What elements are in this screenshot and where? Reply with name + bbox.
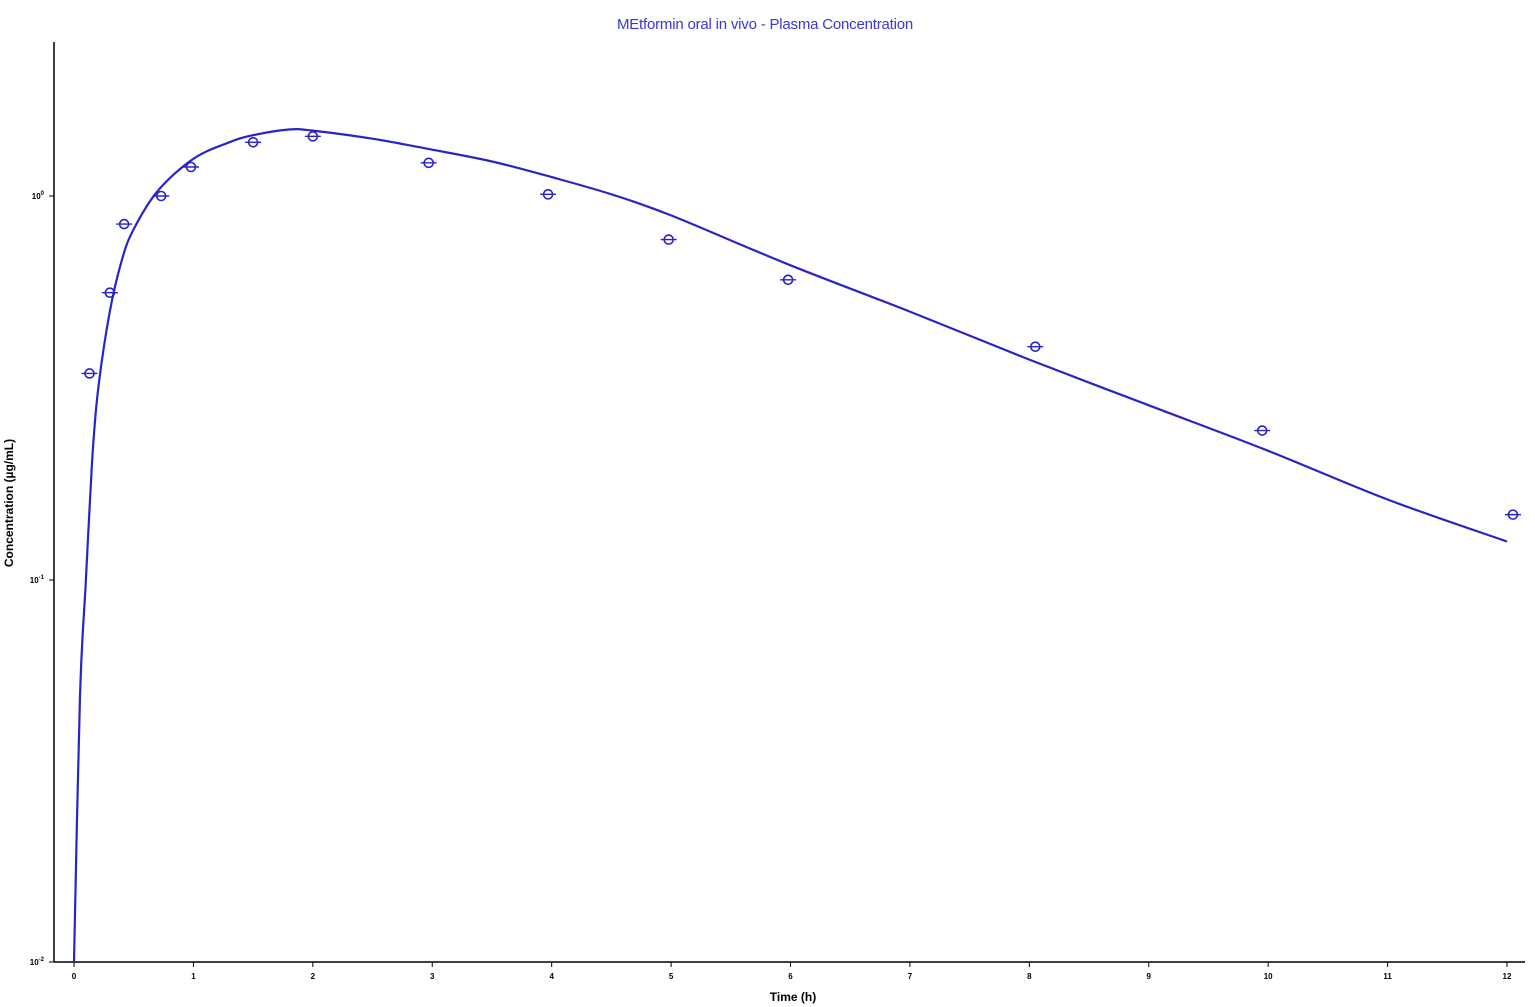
data-point xyxy=(81,368,98,379)
data-point xyxy=(245,136,262,148)
data-point-marker xyxy=(1507,509,1519,520)
data-point xyxy=(1027,341,1044,353)
data-point-marker xyxy=(542,189,554,200)
model-fit-curve xyxy=(72,128,1508,963)
x-tick-label: 2 xyxy=(311,972,316,981)
data-point-marker xyxy=(118,218,130,230)
y-tick-label: 10-1 xyxy=(30,575,45,585)
data-point-marker xyxy=(84,368,95,379)
data-point-marker xyxy=(247,136,259,148)
data-point xyxy=(101,287,118,298)
data-point xyxy=(304,131,321,142)
data-point-marker xyxy=(307,131,319,142)
data-point-marker xyxy=(185,161,197,173)
x-tick-label: 0 xyxy=(72,972,77,981)
x-tick-label: 7 xyxy=(908,972,913,981)
data-point xyxy=(153,190,170,202)
data-point-marker xyxy=(1256,425,1268,436)
data-point xyxy=(1504,509,1521,520)
x-tick-label: 11 xyxy=(1383,972,1392,981)
data-point-marker xyxy=(423,157,434,169)
data-point xyxy=(420,157,437,169)
data-point xyxy=(780,274,797,286)
data-point-marker xyxy=(782,274,794,286)
x-tick-label: 4 xyxy=(549,972,554,981)
data-point-marker xyxy=(1030,341,1041,353)
x-tick-label: 5 xyxy=(669,972,674,981)
x-tick-label: 9 xyxy=(1147,972,1152,981)
y-tick-label: 10-2 xyxy=(30,957,45,967)
data-point xyxy=(660,234,677,245)
y-axis-label: Concentration (µg/mL) xyxy=(2,439,16,567)
x-axis-label: Time (h) xyxy=(770,990,816,1004)
data-point-marker xyxy=(104,287,116,298)
data-point xyxy=(1254,425,1271,436)
data-point xyxy=(540,189,557,200)
data-point-marker xyxy=(663,234,674,245)
data-point-marker xyxy=(155,190,167,202)
y-axis-ticks: 100 10-1 10-2 xyxy=(30,191,54,967)
chart-title: MEtformin oral in vivo - Plasma Concentr… xyxy=(617,16,913,33)
x-tick-label: 8 xyxy=(1027,972,1032,981)
data-point xyxy=(116,218,133,230)
observed-data-points xyxy=(81,131,1521,520)
y-tick-label: 100 xyxy=(32,191,45,201)
x-tick-label: 3 xyxy=(430,972,435,981)
x-tick-label: 1 xyxy=(191,972,196,981)
x-tick-label: 6 xyxy=(788,972,793,981)
x-tick-label: 10 xyxy=(1264,972,1273,981)
x-axis-ticks: 0 1 2 3 4 5 6 7 8 9 10 11 12 xyxy=(72,962,1512,981)
x-tick-label: 12 xyxy=(1503,972,1512,981)
data-point xyxy=(183,161,200,173)
